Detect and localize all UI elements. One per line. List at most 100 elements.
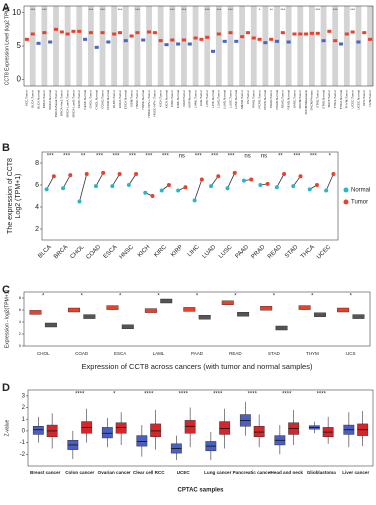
stripe (309, 6, 315, 86)
pair-point (216, 174, 221, 179)
pair-point (44, 187, 49, 192)
significance: *** (315, 7, 320, 12)
significance: *** (350, 7, 355, 12)
median-point (338, 42, 344, 46)
significance: * (42, 294, 45, 300)
median-bar (83, 314, 96, 319)
y-axis-label: Log2 (TPM+1) (15, 174, 22, 219)
median-point (298, 32, 303, 36)
x-tick-label: LIHC.Tumor (205, 90, 209, 107)
pair-line (210, 175, 219, 187)
median-bar (198, 315, 211, 320)
x-tick-label: BRCA.Normal (48, 90, 52, 110)
median-point (199, 37, 204, 41)
y-tick-label: 2 (22, 405, 26, 411)
x-tick-label: Lung cancer (204, 470, 232, 475)
pair-point (61, 186, 66, 191)
x-tick-label: SKCM.Tumor (298, 90, 302, 109)
x-tick-label: LUAD.Normal (222, 90, 226, 109)
pair-point (150, 194, 155, 198)
significance: * (113, 392, 116, 398)
significance: *** (129, 154, 137, 160)
median-point (181, 38, 186, 42)
median-point (211, 49, 216, 53)
panel-letter: B (2, 142, 10, 154)
median-point (158, 39, 163, 43)
pair-line (325, 173, 334, 191)
x-tick-label: COAD.Tumor (100, 90, 104, 109)
median-point (350, 30, 355, 34)
median-bar (314, 312, 326, 317)
x-tick-label: CHOL (37, 351, 50, 356)
x-tick-label: KIRC.Tumor (170, 90, 174, 107)
x-tick-label: BRCA-LumA.Tumor (65, 90, 69, 117)
x-tick-label: STAD (284, 244, 300, 260)
x-tick-label: THCA (300, 244, 316, 260)
stripe (332, 6, 339, 86)
x-tick-label: HNSC-HPV-.Tumor (153, 90, 157, 117)
significance: *** (228, 7, 233, 12)
x-tick-label: READ (267, 244, 284, 261)
x-tick-label: Pancreatic cancer (233, 470, 273, 475)
pair-point (298, 174, 303, 179)
median-point (269, 37, 274, 41)
pair-point (331, 172, 336, 176)
significance: *** (145, 154, 153, 160)
x-tick-label: BLCA.Normal (36, 90, 40, 109)
pair-point (134, 172, 139, 176)
significance: * (196, 294, 199, 300)
median-point (205, 35, 210, 39)
x-tick-label: LGG.Tumor (199, 90, 203, 106)
pair-line (194, 179, 203, 201)
box (184, 420, 196, 434)
pair-point (51, 174, 56, 179)
x-tick-label: KICH.Tumor (159, 90, 163, 107)
plot-frame (41, 151, 339, 241)
significance: **** (317, 392, 327, 398)
pair-point (209, 184, 214, 189)
x-tick-label: BLCA (37, 244, 52, 259)
y-tick-label: 8 (19, 295, 22, 300)
pair-point (126, 183, 131, 187)
y-tick-label: 2 (19, 331, 22, 336)
x-tick-label: PRAD.Normal (275, 90, 279, 110)
stripe (215, 6, 222, 86)
x-tick-label: LAML.Tumor (193, 90, 197, 108)
x-tick-label: KICH (137, 244, 151, 258)
x-tick-label: THYM (306, 351, 319, 356)
stripe (111, 6, 118, 86)
pair-line (276, 173, 285, 188)
median-point (135, 31, 140, 35)
x-tick-label: BRCA.Tumor (42, 90, 46, 108)
y-tick-label: 0 (22, 429, 26, 435)
significance: ns (179, 154, 185, 160)
median-bar (352, 314, 365, 319)
stripe (122, 6, 129, 86)
significance: *** (333, 7, 338, 12)
stripe (192, 6, 199, 86)
x-tick-label: READ (229, 351, 242, 356)
significance: *** (100, 7, 105, 12)
y-tick-label: 5 (17, 41, 22, 50)
x-tick-label: BLCA.Tumor (31, 90, 35, 108)
x-tick-label: DLBC.Tumor (112, 90, 116, 108)
median-point (257, 37, 262, 41)
x-tick-label: GBM.Tumor (129, 90, 133, 107)
significance: * (80, 294, 83, 300)
legend-label: Tumor (351, 200, 368, 206)
box (136, 435, 148, 447)
y-tick-label: -1 (20, 440, 26, 446)
significance: * (157, 294, 160, 300)
x-tick-label: PCPG.Tumor (257, 90, 261, 108)
median-point (245, 31, 250, 35)
median-bar (221, 300, 234, 305)
x-tick-label: CHOL (70, 244, 86, 260)
significance: *** (293, 154, 301, 160)
pair-point (117, 172, 122, 176)
x-tick-label: Liver cancer (342, 470, 369, 475)
x-tick-label: OV.Tumor (246, 90, 250, 104)
x-tick-label: CHOL.Tumor (89, 90, 93, 108)
median-point (100, 31, 105, 35)
x-tick-label: CHOL.Normal (95, 90, 99, 110)
